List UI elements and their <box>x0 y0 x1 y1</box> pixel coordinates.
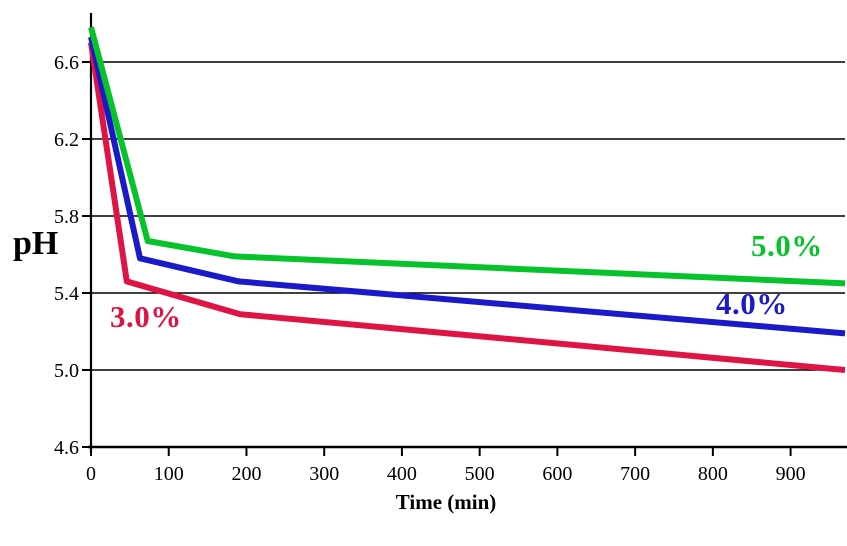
series-line-4.0% <box>88 36 846 337</box>
series-label-5.0-percent: 5.0% <box>751 228 823 263</box>
series-label-3.0-percent: 3.0% <box>110 299 182 334</box>
series-label-4.0-percent: 4.0% <box>716 286 788 321</box>
x-axis-title: Time (min) <box>395 490 497 514</box>
x-tick-label: 100 <box>154 463 184 485</box>
y-tick-label: 4.6 <box>54 437 79 459</box>
y-tick-label: 5.4 <box>54 283 79 305</box>
x-tick-label: 900 <box>776 463 806 485</box>
y-tick-label: 6.2 <box>54 129 79 151</box>
x-tick-label: 800 <box>698 463 728 485</box>
x-tick-label: 0 <box>86 463 96 485</box>
y-tick-label: 5.0 <box>54 360 79 382</box>
y-tick-label: 6.6 <box>54 52 79 74</box>
x-tick-label: 300 <box>309 463 339 485</box>
x-tick-label: 200 <box>231 463 261 485</box>
x-tick-label: 400 <box>387 463 417 485</box>
x-tick-label: 700 <box>620 463 650 485</box>
x-tick-label: 600 <box>542 463 572 485</box>
series-line-5.0% <box>88 26 846 287</box>
y-axis-title: pH <box>13 225 59 262</box>
series-line-3.0% <box>88 42 846 373</box>
x-tick-label: 500 <box>465 463 495 485</box>
y-tick-label: 5.8 <box>54 206 79 228</box>
